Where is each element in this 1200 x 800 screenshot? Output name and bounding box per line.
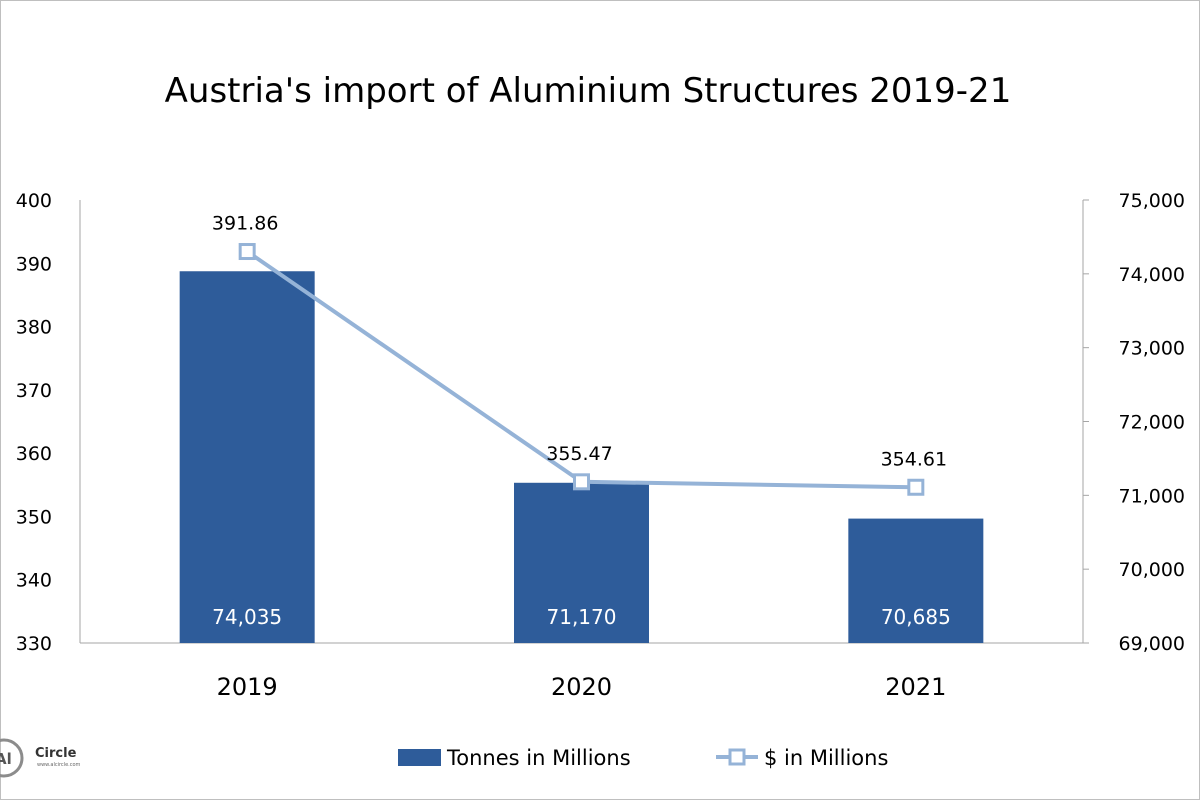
bar: [848, 518, 984, 643]
right-tick-label: 70,000: [1119, 559, 1185, 581]
legend: Tonnes in Millions $ in Millions: [398, 746, 888, 770]
x-tick-label: 2020: [551, 673, 612, 701]
axes: 400 390 380 370 360 350 340 330 75,000 74,000 73,0…: [16, 190, 1185, 701]
line-marker: [238, 243, 256, 261]
legend-swatch-bars: [398, 749, 441, 766]
bar-data-label: 70,685: [881, 605, 951, 629]
left-tick-label: 380: [16, 317, 52, 339]
x-tick-label: 2019: [217, 673, 278, 701]
left-tick-label: 390: [16, 253, 52, 275]
line-data-label: 355.47: [546, 443, 612, 465]
svg-text:Al: Al: [0, 750, 12, 768]
left-tick-label: 360: [16, 443, 52, 465]
line-data-label: 354.61: [881, 448, 947, 470]
left-tick-label: 400: [16, 190, 52, 212]
bars: [179, 271, 984, 643]
right-tick-label: 73,000: [1119, 338, 1185, 360]
left-tick-label: 350: [16, 506, 52, 528]
bar-data-label: 74,035: [212, 605, 282, 629]
data-labels: 74,035 71,170 70,685 391.86 355.47 354.61: [212, 213, 951, 629]
left-tick-label: 330: [16, 633, 52, 655]
right-tick-label: 74,000: [1119, 264, 1185, 286]
left-tick-label: 340: [16, 570, 52, 592]
bar: [514, 482, 649, 643]
legend-swatch-marker: [728, 748, 746, 766]
svg-text:Circle: Circle: [35, 746, 77, 761]
x-tick-label: 2021: [885, 673, 946, 701]
line-marker: [573, 473, 590, 491]
right-tick-label: 72,000: [1119, 412, 1185, 434]
chart-title: Austria's import of Aluminium Structures…: [165, 71, 1012, 111]
legend-label-line: $ in Millions: [764, 746, 888, 770]
line-series: [238, 243, 925, 496]
right-tick-label: 69,000: [1119, 633, 1185, 655]
bar: [179, 271, 315, 643]
left-tick-label: 370: [16, 380, 52, 402]
bar-data-label: 71,170: [547, 605, 617, 629]
legend-label-bars: Tonnes in Millions: [446, 746, 631, 770]
line-data-label: 391.86: [212, 213, 278, 235]
line-marker: [907, 478, 925, 496]
right-tick-label: 71,000: [1119, 485, 1185, 507]
alcircle-logo: Al Circle www.alcircle.com: [0, 738, 81, 778]
svg-text:www.alcircle.com: www.alcircle.com: [37, 762, 81, 768]
right-tick-label: 75,000: [1119, 190, 1185, 212]
